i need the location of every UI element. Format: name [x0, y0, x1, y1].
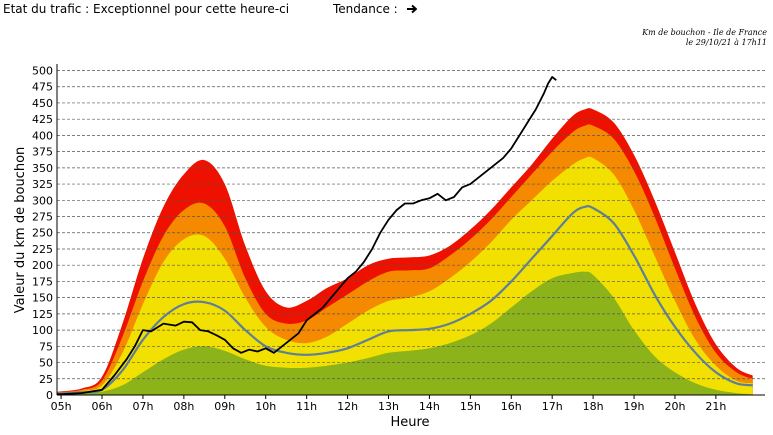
y-tick-label: 475 — [32, 81, 53, 94]
x-tick-label: 13h — [378, 400, 399, 413]
x-tick-label: 07h — [132, 400, 153, 413]
trend-label: Tendance : — [333, 2, 398, 16]
x-axis-label: Heure — [390, 415, 429, 430]
series-lines — [56, 76, 753, 396]
x-tick-label: 18h — [583, 400, 604, 413]
y-tick-label: 200 — [32, 259, 53, 272]
x-tick-label: 21h — [705, 400, 726, 413]
chart-note-date: le 29/10/21 à 17h11 — [685, 38, 767, 47]
x-tick-label: 17h — [542, 400, 563, 413]
y-tick-label: 0 — [46, 389, 53, 402]
series-today-line — [56, 76, 557, 396]
y-tick-label: 400 — [32, 129, 53, 142]
series-average-line — [56, 205, 753, 395]
arrow-right-icon — [406, 4, 417, 14]
y-tick-label: 225 — [32, 243, 53, 256]
trend-indicator: Tendance : — [333, 2, 418, 16]
x-tick-label: 20h — [664, 400, 685, 413]
y-tick-label: 125 — [32, 308, 53, 321]
x-tick-label: 08h — [173, 400, 194, 413]
y-tick-label: 275 — [32, 211, 53, 224]
band-areas — [57, 108, 753, 395]
x-tick-label: 16h — [501, 400, 522, 413]
x-tick-label: 10h — [255, 400, 276, 413]
x-tick-label: 11h — [296, 400, 317, 413]
chart-note-title: Km de bouchon - Ile de France — [642, 28, 767, 37]
y-tick-label: 325 — [32, 178, 53, 191]
y-tick-label: 150 — [32, 292, 53, 305]
x-tick-label: 12h — [337, 400, 358, 413]
chart-note: Km de bouchon - Ile de France le 29/10/2… — [642, 28, 767, 48]
y-tick-label: 450 — [32, 97, 53, 110]
y-tick-label: 75 — [39, 340, 53, 353]
y-tick-label: 350 — [32, 162, 53, 175]
gridlines — [57, 70, 765, 380]
y-tick-label: 50 — [39, 357, 53, 370]
y-axis-label: Valeur du km de bouchon — [13, 147, 28, 314]
band-green — [57, 271, 753, 395]
y-tick-label: 300 — [32, 194, 53, 207]
y-tick-label: 175 — [32, 275, 53, 288]
x-tick-label: 05h — [51, 400, 72, 413]
traffic-status: Etat du trafic : Exceptionnel pour cette… — [3, 2, 289, 16]
y-tick-label: 500 — [32, 64, 53, 77]
x-tick-label: 14h — [419, 400, 440, 413]
axes: 0 25 50 75 100 125 150 175 200 225 250 275 300 325 350… — [32, 64, 765, 413]
traffic-status-label: Etat du trafic : — [3, 2, 90, 16]
y-tick-label: 375 — [32, 146, 53, 159]
x-tick-label: 06h — [92, 400, 113, 413]
y-tick-label: 25 — [39, 373, 53, 386]
y-tick-label: 100 — [32, 324, 53, 337]
y-tick-label: 250 — [32, 227, 53, 240]
x-tick-label: 09h — [214, 400, 235, 413]
x-tick-label: 19h — [624, 400, 645, 413]
traffic-status-value: Exceptionnel pour cette heure-ci — [93, 2, 290, 16]
x-tick-label: 15h — [460, 400, 481, 413]
y-tick-label: 425 — [32, 113, 53, 126]
